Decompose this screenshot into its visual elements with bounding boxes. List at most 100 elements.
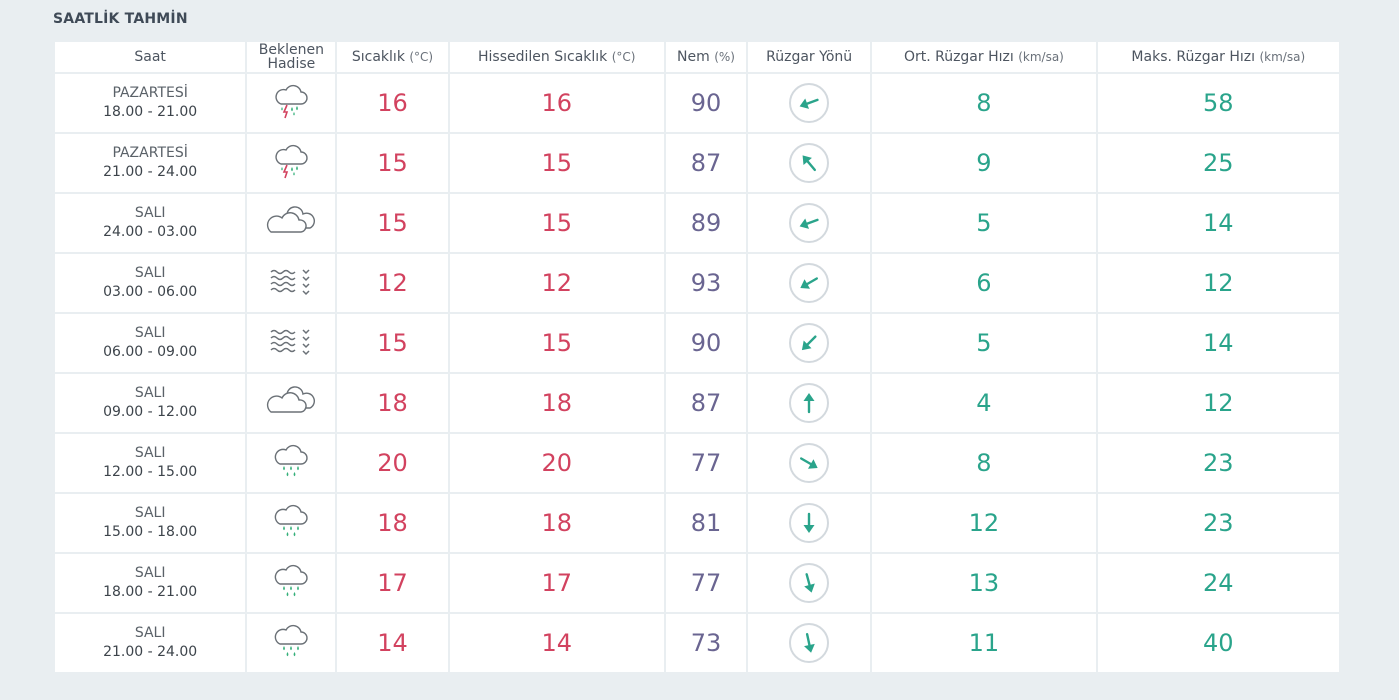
temperature-cell: 18 xyxy=(337,494,448,552)
table-row: SALI 03.00 - 06.00 12 12 93 6 12 xyxy=(55,254,1339,312)
wind-direction-cell xyxy=(748,254,871,312)
event-cell xyxy=(247,74,336,132)
feels-like-cell: 17 xyxy=(449,554,664,612)
day-label: SALI xyxy=(134,265,166,281)
humidity-value: 90 xyxy=(690,329,722,357)
temperature-cell: 15 xyxy=(337,314,448,372)
humidity-value: 81 xyxy=(690,509,722,537)
event-cell xyxy=(247,434,336,492)
time-range: 15.00 - 18.00 xyxy=(103,524,198,540)
cloudy-icon xyxy=(265,384,317,422)
avg-wind-cell: 8 xyxy=(872,74,1096,132)
col-header-feels-like: Hissedilen Sıcaklık (°C) xyxy=(449,42,664,72)
avg-wind-cell: 6 xyxy=(872,254,1096,312)
humidity-cell: 77 xyxy=(665,554,747,612)
feels-like-value: 15 xyxy=(541,149,573,177)
thunderstorm-rain-icon xyxy=(271,141,311,185)
rain-icon xyxy=(271,621,311,665)
col-header-humidity: Nem (%) xyxy=(665,42,747,72)
feels-like-value: 16 xyxy=(541,89,573,117)
table-row: SALI 06.00 - 09.00 15 15 90 5 14 xyxy=(55,314,1339,372)
max-wind-value: 58 xyxy=(1203,89,1234,117)
wind-direction-arrow-icon xyxy=(789,83,830,123)
event-cell xyxy=(247,194,336,252)
humidity-cell: 87 xyxy=(665,374,747,432)
max-wind-value: 25 xyxy=(1203,149,1234,177)
time-range: 12.00 - 15.00 xyxy=(103,464,198,480)
avg-wind-cell: 8 xyxy=(872,434,1096,492)
wind-direction-cell xyxy=(748,494,871,552)
fog-icon xyxy=(268,266,314,300)
cloudy-icon xyxy=(265,204,317,242)
max-wind-cell: 14 xyxy=(1097,314,1339,372)
time-range: 09.00 - 12.00 xyxy=(103,404,198,420)
feels-like-cell: 16 xyxy=(449,74,664,132)
col-header-event: Beklenen Hadise xyxy=(247,42,336,72)
wind-direction-arrow-icon xyxy=(789,443,830,483)
avg-wind-cell: 11 xyxy=(872,614,1096,672)
avg-wind-cell: 9 xyxy=(872,134,1096,192)
max-wind-cell: 23 xyxy=(1097,494,1339,552)
event-cell xyxy=(247,314,336,372)
temperature-value: 18 xyxy=(377,389,408,417)
time-range: 21.00 - 24.00 xyxy=(103,164,198,180)
rain-icon xyxy=(271,561,311,605)
feels-like-cell: 14 xyxy=(449,614,664,672)
fog-icon xyxy=(268,326,314,360)
wind-direction-cell xyxy=(748,374,871,432)
wind-direction-cell xyxy=(748,74,871,132)
avg-wind-value: 4 xyxy=(976,389,992,417)
feels-like-value: 12 xyxy=(541,269,573,297)
event-cell xyxy=(247,614,336,672)
time-range: 21.00 - 24.00 xyxy=(103,644,198,660)
avg-wind-value: 6 xyxy=(976,269,992,297)
humidity-cell: 77 xyxy=(665,434,747,492)
event-cell xyxy=(247,554,336,612)
wind-direction-arrow-icon xyxy=(789,623,830,663)
max-wind-value: 23 xyxy=(1203,509,1234,537)
col-header-max-wind: Maks. Rüzgar Hızı (km/sa) xyxy=(1097,42,1339,72)
humidity-cell: 90 xyxy=(665,314,747,372)
avg-wind-cell: 5 xyxy=(872,194,1096,252)
avg-wind-cell: 12 xyxy=(872,494,1096,552)
table-row: PAZARTESİ 18.00 - 21.00 16 16 90 8 58 xyxy=(55,74,1339,132)
wind-direction-cell xyxy=(748,434,871,492)
temperature-value: 15 xyxy=(377,149,408,177)
hourly-forecast-table: Saat Beklenen Hadise Sıcaklık (°C) Hisse… xyxy=(53,40,1341,674)
time-cell: SALI 21.00 - 24.00 xyxy=(55,614,246,672)
feels-like-value: 18 xyxy=(541,389,573,417)
feels-like-cell: 15 xyxy=(449,314,664,372)
table-row: SALI 18.00 - 21.00 17 17 77 13 24 xyxy=(55,554,1339,612)
max-wind-value: 14 xyxy=(1203,209,1234,237)
temperature-value: 17 xyxy=(377,569,408,597)
time-cell: PAZARTESİ 18.00 - 21.00 xyxy=(55,74,246,132)
feels-like-cell: 12 xyxy=(449,254,664,312)
wind-direction-arrow-icon xyxy=(789,143,830,183)
avg-wind-value: 8 xyxy=(976,449,992,477)
wind-direction-arrow-icon xyxy=(789,503,830,543)
feels-like-value: 20 xyxy=(541,449,573,477)
event-cell xyxy=(247,494,336,552)
temperature-cell: 14 xyxy=(337,614,448,672)
temperature-value: 14 xyxy=(377,629,408,657)
max-wind-value: 24 xyxy=(1203,569,1234,597)
temperature-value: 12 xyxy=(377,269,408,297)
temperature-value: 15 xyxy=(377,209,408,237)
humidity-cell: 89 xyxy=(665,194,747,252)
max-wind-cell: 58 xyxy=(1097,74,1339,132)
avg-wind-value: 11 xyxy=(968,629,1000,657)
thunderstorm-rain-icon xyxy=(271,81,311,125)
wind-direction-arrow-icon xyxy=(789,323,830,363)
time-range: 24.00 - 03.00 xyxy=(103,224,198,240)
day-label: SALI xyxy=(134,445,166,461)
time-range: 06.00 - 09.00 xyxy=(103,344,198,360)
max-wind-value: 23 xyxy=(1203,449,1234,477)
day-label: SALI xyxy=(134,565,166,581)
table-row: PAZARTESİ 21.00 - 24.00 15 15 87 9 25 xyxy=(55,134,1339,192)
temperature-value: 15 xyxy=(377,329,408,357)
time-cell: SALI 09.00 - 12.00 xyxy=(55,374,246,432)
section-title: SAATLİK TAHMİN xyxy=(53,11,188,27)
temperature-cell: 15 xyxy=(337,134,448,192)
max-wind-cell: 24 xyxy=(1097,554,1339,612)
time-cell: SALI 06.00 - 09.00 xyxy=(55,314,246,372)
